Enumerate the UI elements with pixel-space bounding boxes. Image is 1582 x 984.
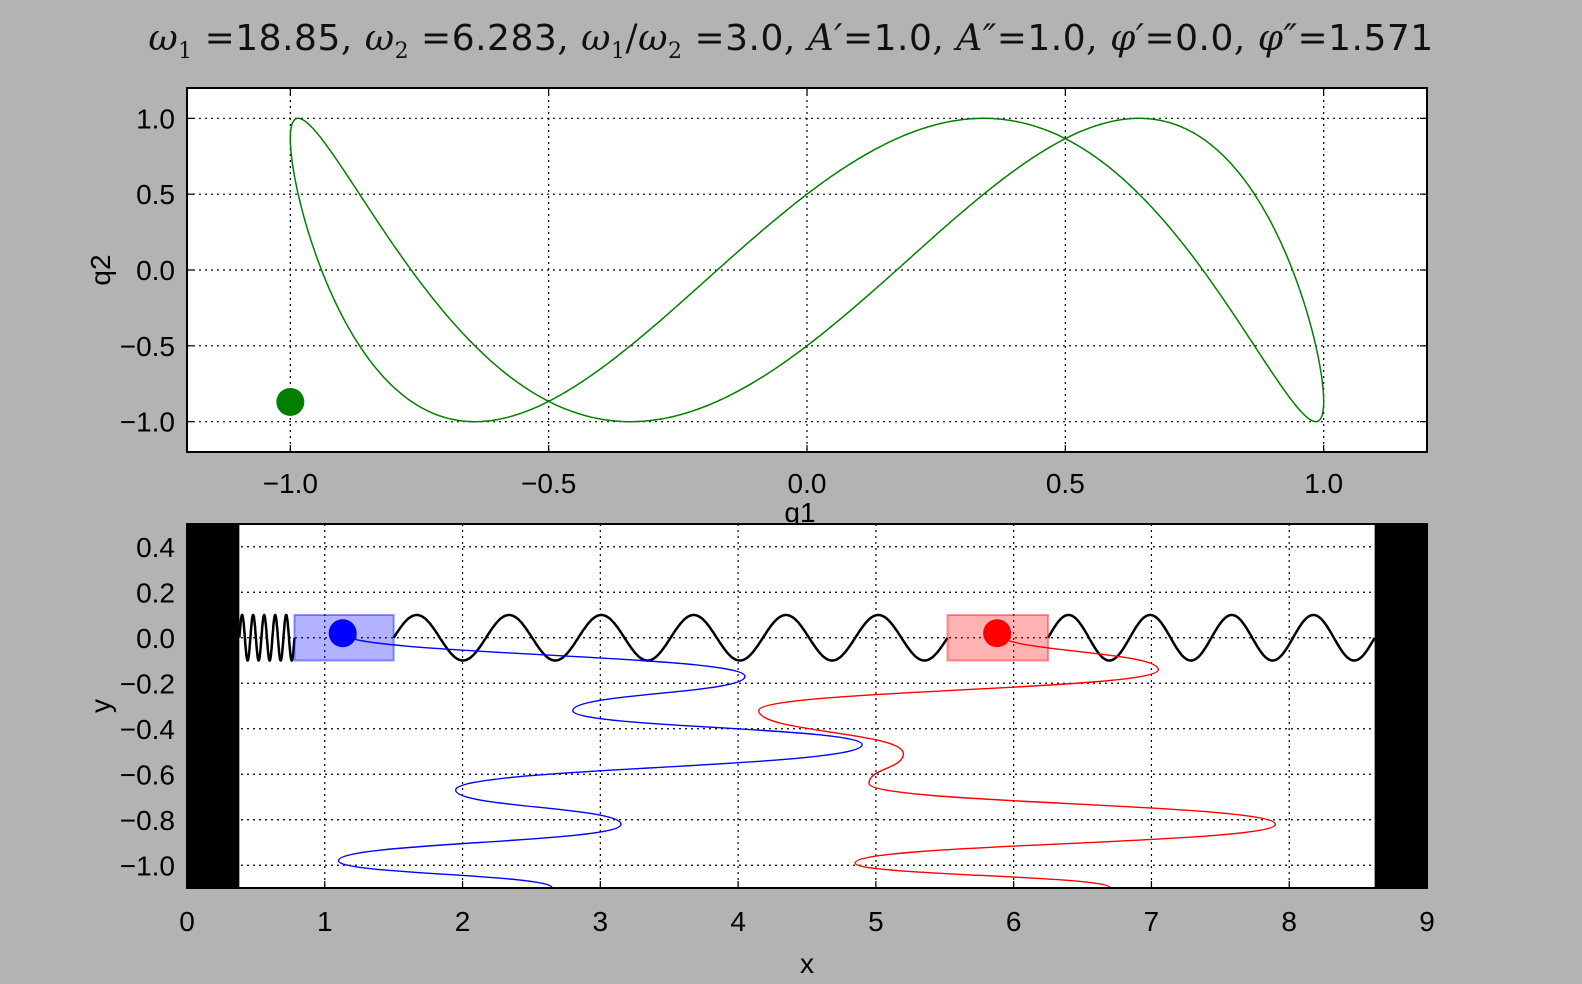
y-tick-label: 0.4 [136,532,175,563]
wall-left [187,524,240,888]
y-tick-label: 0.2 [136,577,175,608]
ratio-value: 3.0 [725,18,784,59]
x-tick-label: 0 [179,906,195,937]
axes-frame [186,87,1428,453]
wall-right [1374,524,1427,888]
y-tick-label: −0.2 [120,668,175,699]
amp1-value: 1.0 [873,18,933,59]
y-axis-label: y [85,699,116,713]
x-tick-label: 6 [1006,906,1022,937]
omega2-value: 6.283 [451,18,558,59]
x-axis-label: q1 [784,497,815,528]
mass-marker-blue [328,619,357,648]
figure-title: ω1 =18.85, ω2 =6.283, ω1/ω2 =3.0, A′=1.0… [148,18,1434,65]
y-axis-label: q2 [85,254,116,285]
omega1-value: 18.85 [235,18,341,59]
x-tick-label: 4 [730,906,746,937]
spring-mass-axes: 0 1 2 3 4 5 6 7 8 9 0.4 0.2 0.0 −0.2 −0.4 −0.6 −0.8 −1.0 x… [85,523,1435,979]
x-tick-label: 0.5 [1046,468,1085,499]
x-tick-label: 5 [868,906,884,937]
plot-area [187,524,1427,888]
x-tick-label: 1.0 [1304,468,1343,499]
y-tick-label: 0.5 [136,179,175,210]
x-tick-label: 1 [317,906,333,937]
lissajous-curve [289,117,1325,423]
trajectory-blue [337,632,863,889]
current-position-marker [276,387,305,416]
y-tick-label: −0.6 [120,759,175,790]
x-tick-label: −1.0 [263,468,318,499]
mass-marker-red [983,619,1012,648]
x-tick-label: 7 [1144,906,1160,937]
y-tick-label: 1.0 [136,103,175,134]
lissajous-axes: −1.0 −0.5 0.0 0.5 1.0 −1.0 −0.5 0.0 0.5 1.0 q1 q2 [85,87,1428,528]
y-tick-label: −0.5 [120,331,175,362]
x-axis-label: x [800,948,814,979]
x-tick-label: 3 [593,906,609,937]
y-tick-label: 0.0 [136,623,175,654]
amp2-value: 1.0 [1027,18,1087,59]
axes-frame [186,523,1428,889]
x-tick-label: 8 [1281,906,1297,937]
phase1-value: 0.0 [1175,18,1234,59]
x-tick-label: −0.5 [521,468,576,499]
y-tick-label: −0.8 [120,805,175,836]
x-tick-label: 2 [455,906,471,937]
y-tick-label: −0.4 [120,714,175,745]
spring-3 [1047,613,1376,662]
y-tick-label: −1.0 [120,407,175,438]
trajectory-red [758,632,1277,889]
y-tick-label: −1.0 [120,850,175,881]
phase2-value: 1.571 [1328,18,1434,59]
spring-2 [392,613,949,662]
y-tick-label: 0.0 [136,255,175,286]
x-tick-label: 0.0 [788,468,827,499]
spring-1 [238,613,296,662]
x-tick-label: 9 [1419,906,1435,937]
